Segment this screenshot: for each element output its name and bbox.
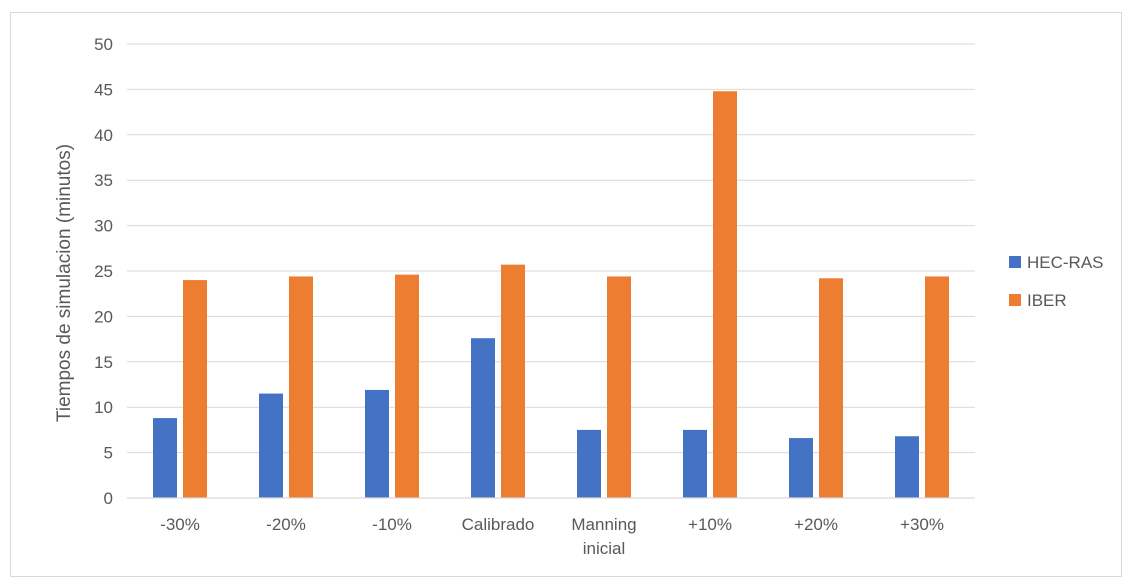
bar-hec-ras [471, 338, 495, 498]
legend-swatch [1009, 294, 1021, 306]
y-tick-label: 5 [104, 444, 113, 463]
y-tick-label: 15 [94, 353, 113, 372]
y-axis-title: Tiempos de simulacion (minutos) [54, 144, 75, 422]
bar-iber [607, 276, 631, 498]
y-tick-label: 45 [94, 80, 113, 99]
bar-chart: 0 5 10 15 20 25 30 35 40 45 50 -30% -20% -10% Calibra… [54, 35, 1104, 558]
chart-frame: 0 5 10 15 20 25 30 35 40 45 50 -30% -20% -10% Calibra… [10, 12, 1122, 577]
bar-iber [395, 274, 419, 498]
bar-iber [501, 264, 525, 498]
y-tick-label: 25 [94, 262, 113, 281]
y-tick-label: 0 [104, 489, 113, 508]
x-tick-label: Calibrado [462, 515, 535, 534]
bar-iber [183, 280, 207, 498]
x-tick-label: +20% [794, 515, 838, 534]
bar-hec-ras [153, 418, 177, 498]
y-tick-label: 40 [94, 126, 113, 145]
y-tick-label: 10 [94, 398, 113, 417]
legend-label: IBER [1027, 291, 1067, 310]
y-tick-label: 20 [94, 307, 113, 326]
x-tick-label: -20% [266, 515, 306, 534]
bar-hec-ras [365, 389, 389, 498]
bar-iber [713, 91, 737, 498]
gridlines [127, 43, 975, 454]
y-axis-ticks: 0 5 10 15 20 25 30 35 40 45 50 [94, 35, 113, 508]
x-tick-label: -10% [372, 515, 412, 534]
bar-iber [925, 276, 949, 498]
legend-swatch [1009, 256, 1021, 268]
y-tick-label: 50 [94, 35, 113, 54]
bar-hec-ras [259, 393, 283, 498]
y-tick-label: 30 [94, 217, 113, 236]
bar-iber [819, 278, 843, 498]
x-tick-label: +10% [688, 515, 732, 534]
legend-label: HEC-RAS [1027, 253, 1104, 272]
y-tick-label: 35 [94, 171, 113, 190]
bar-hec-ras [577, 429, 601, 498]
bar-iber [289, 276, 313, 498]
bar-hec-ras [895, 436, 919, 498]
x-axis-ticks: -30% -20% -10% Calibrado Manning inicial +10% +… [160, 515, 944, 558]
bars [153, 91, 949, 498]
x-tick-label: -30% [160, 515, 200, 534]
x-tick-label: inicial [583, 539, 626, 558]
x-tick-label: Manning [571, 515, 636, 534]
bar-hec-ras [683, 429, 707, 498]
legend: HEC-RAS IBER [1009, 253, 1104, 310]
bar-hec-ras [789, 438, 813, 498]
x-tick-label: +30% [900, 515, 944, 534]
